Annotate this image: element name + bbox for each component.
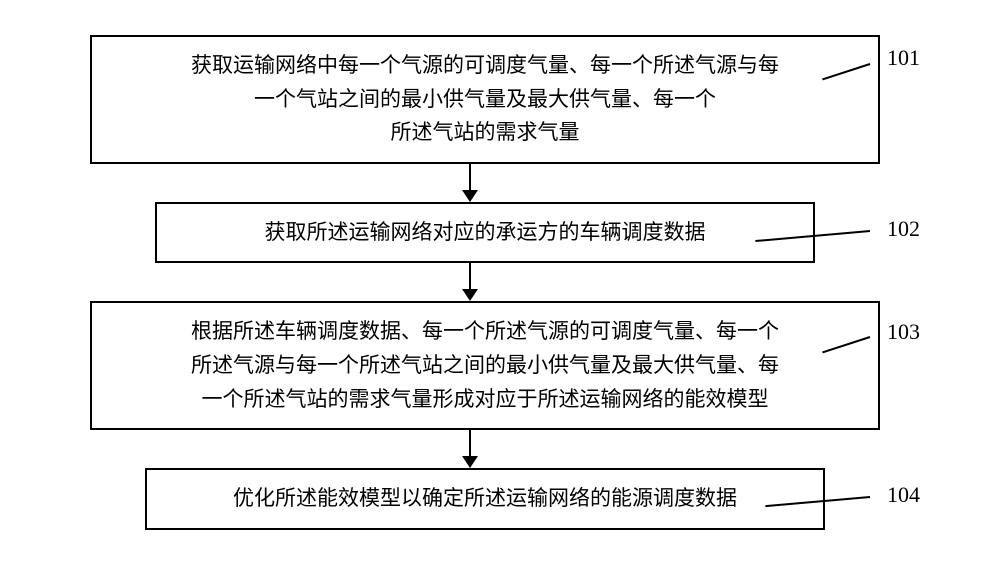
- step-row-4: 优化所述能效模型以确定所述运输网络的能源调度数据 104: [50, 468, 950, 530]
- step-row-2: 获取所述运输网络对应的承运方的车辆调度数据 102: [50, 202, 950, 264]
- arrow-2: [462, 263, 478, 301]
- arrow-3: [462, 430, 478, 468]
- step-box-1: 获取运输网络中每一个气源的可调度气量、每一个所述气源与每 一个气站之间的最小供气…: [90, 35, 880, 164]
- arrow-line: [469, 164, 471, 190]
- arrow-line: [469, 430, 471, 456]
- step-text: 优化所述能效模型以确定所述运输网络的能源调度数据: [233, 482, 737, 516]
- step-row-1: 获取运输网络中每一个气源的可调度气量、每一个所述气源与每 一个气站之间的最小供气…: [50, 35, 950, 164]
- arrow-head-icon: [462, 190, 478, 202]
- step-text: 一个气站之间的最小供气量及最大供气量、每一个: [254, 83, 716, 117]
- step-text: 所述气站的需求气量: [391, 116, 580, 150]
- step-box-3: 根据所述车辆调度数据、每一个所述气源的可调度气量、每一个 所述气源与每一个所述气…: [90, 301, 880, 430]
- step-label-2: 102: [887, 216, 920, 242]
- step-label-1: 101: [887, 45, 920, 71]
- step-box-2: 获取所述运输网络对应的承运方的车辆调度数据: [155, 202, 815, 264]
- step-text: 一个所述气站的需求气量形成对应于所述运输网络的能效模型: [202, 383, 769, 417]
- step-text: 所述气源与每一个所述气站之间的最小供气量及最大供气量、每: [191, 349, 779, 383]
- flowchart-container: 获取运输网络中每一个气源的可调度气量、每一个所述气源与每 一个气站之间的最小供气…: [50, 35, 950, 530]
- step-row-3: 根据所述车辆调度数据、每一个所述气源的可调度气量、每一个 所述气源与每一个所述气…: [50, 301, 950, 430]
- arrow-head-icon: [462, 289, 478, 301]
- arrow-line: [469, 263, 471, 289]
- step-text: 获取运输网络中每一个气源的可调度气量、每一个所述气源与每: [191, 49, 779, 83]
- step-text: 获取所述运输网络对应的承运方的车辆调度数据: [265, 216, 706, 250]
- arrow-head-icon: [462, 456, 478, 468]
- step-label-4: 104: [887, 482, 920, 508]
- step-box-4: 优化所述能效模型以确定所述运输网络的能源调度数据: [145, 468, 825, 530]
- step-text: 根据所述车辆调度数据、每一个所述气源的可调度气量、每一个: [191, 315, 779, 349]
- arrow-1: [462, 164, 478, 202]
- step-label-3: 103: [887, 319, 920, 345]
